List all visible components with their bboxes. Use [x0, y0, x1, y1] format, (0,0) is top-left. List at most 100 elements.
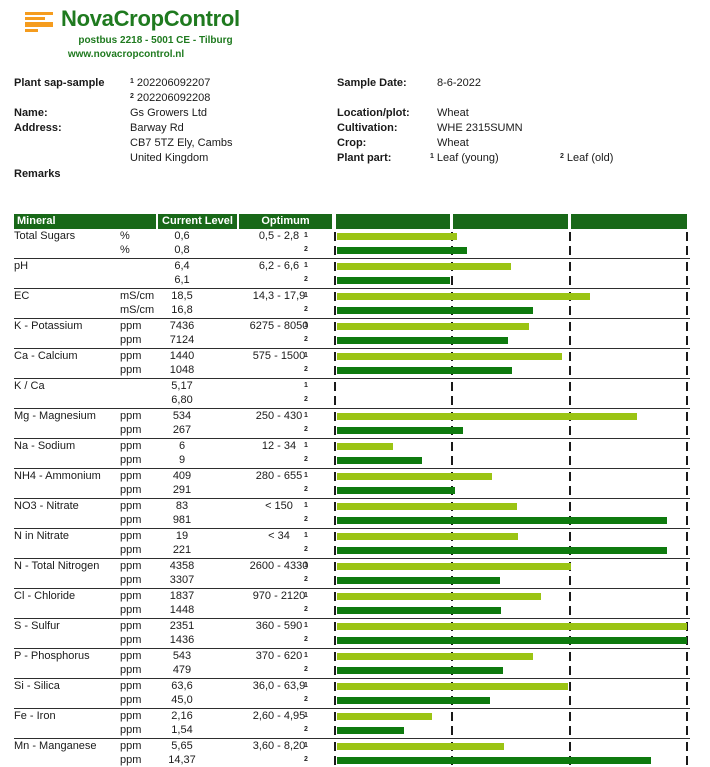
- row-separator: [14, 618, 690, 619]
- scale-tick-mark: [686, 426, 688, 435]
- cultivation-label: Cultivation:: [337, 122, 398, 134]
- current-value-sample2: 1,54: [171, 724, 193, 736]
- current-value-sample1: 19: [175, 530, 189, 542]
- level-bar-sample2: [337, 337, 508, 344]
- crop-value: Wheat: [437, 137, 469, 149]
- scale-tick-mark: [334, 472, 336, 481]
- scale-tick-mark: [569, 246, 571, 255]
- unit-label: %: [120, 230, 130, 242]
- scale-tick-mark: [451, 382, 453, 391]
- level-bar-sample2: [337, 307, 533, 314]
- scale-tick-mark: [334, 246, 336, 255]
- unit-label: ppm: [120, 410, 142, 422]
- sample-mark-2: 2: [304, 396, 308, 403]
- header-mineral: Mineral: [14, 214, 156, 229]
- unit-label: ppm: [120, 634, 142, 646]
- sample-mark-1: 1: [304, 262, 308, 269]
- level-bar-sample1: [337, 683, 568, 690]
- unit-label: ppm: [120, 484, 142, 496]
- mineral-name: Cl - Chloride: [14, 590, 76, 602]
- header-chart-band-2: [453, 214, 568, 229]
- logo-bar: [25, 12, 53, 15]
- current-value-sample1: 5,65: [171, 740, 193, 752]
- logo-bar: [25, 29, 38, 32]
- scale-tick-mark: [334, 232, 336, 241]
- scale-tick-mark: [334, 322, 336, 331]
- header-current-level: Current Level: [158, 214, 237, 229]
- logo-bar: [25, 22, 53, 27]
- optimum-range: 370 - 620: [255, 650, 303, 662]
- optimum-range: 6,2 - 6,6: [258, 260, 300, 272]
- level-bar-sample2: [337, 697, 490, 704]
- scale-tick-mark: [569, 382, 571, 391]
- unit-label: ppm: [120, 350, 142, 362]
- scale-tick-mark: [334, 712, 336, 721]
- scale-tick-mark: [334, 306, 336, 315]
- plant-part-label: Plant part:: [337, 152, 392, 164]
- sample-mark-2: 2: [304, 456, 308, 463]
- scale-tick-mark: [686, 322, 688, 331]
- plant-sap-sample-label: Plant sap-sample: [14, 77, 105, 89]
- sample-id-1: 1 202206092207: [130, 77, 210, 89]
- current-value-sample2: 6,80: [171, 394, 193, 406]
- level-bar-sample2: [337, 757, 651, 764]
- scale-tick-mark: [569, 652, 571, 661]
- row-separator: [14, 378, 690, 379]
- scale-tick-mark: [686, 262, 688, 271]
- address-label: Address:: [14, 122, 62, 134]
- sample-date-value: 8-6-2022: [437, 77, 482, 89]
- optimum-range: 14,3 - 17,9: [252, 290, 306, 302]
- current-value-sample1: 83: [175, 500, 189, 512]
- unit-label: ppm: [120, 604, 142, 616]
- current-value-sample1: 1837: [169, 590, 195, 602]
- sample-mark-1: 1: [304, 232, 308, 239]
- unit-label: %: [120, 244, 130, 256]
- unit-label: ppm: [120, 544, 142, 556]
- current-value-sample1: 6,4: [174, 260, 190, 272]
- level-bar-sample2: [337, 577, 500, 584]
- unit-label: ppm: [120, 664, 142, 676]
- scale-tick-mark: [334, 756, 336, 765]
- sample-mark-2: 2: [304, 306, 308, 313]
- scale-tick-mark: [334, 606, 336, 615]
- current-value-sample1: 18,5: [171, 290, 193, 302]
- sample-mark-1: 1: [304, 322, 308, 329]
- scale-tick-mark: [451, 712, 453, 721]
- scale-tick-mark: [686, 396, 688, 405]
- scale-tick-mark: [686, 756, 688, 765]
- scale-tick-mark: [686, 742, 688, 751]
- unit-label: ppm: [120, 500, 142, 512]
- sample-mark-2: 2: [304, 756, 308, 763]
- level-bar-sample1: [337, 503, 517, 510]
- row-separator: [14, 588, 690, 589]
- optimum-range: < 34: [268, 530, 290, 542]
- sample-mark-1: 1: [304, 592, 308, 599]
- scale-tick-mark: [569, 576, 571, 585]
- plant-part-2-value: Leaf (old): [566, 152, 614, 164]
- mineral-name: Mn - Manganese: [14, 740, 97, 752]
- brand-title: NovaCropControl: [61, 6, 240, 31]
- current-value-sample2: 45,0: [171, 694, 193, 706]
- scale-tick-mark: [569, 366, 571, 375]
- row-separator: [14, 258, 690, 259]
- scale-tick-mark: [334, 516, 336, 525]
- scale-tick-mark: [334, 382, 336, 391]
- unit-label: ppm: [120, 560, 142, 572]
- row-separator: [14, 648, 690, 649]
- mineral-name: S - Sulfur: [14, 620, 60, 632]
- unit-label: ppm: [120, 424, 142, 436]
- brand-address: postbus 2218 - 5001 CE - Tilburg: [78, 35, 233, 46]
- mineral-row-group: N - Total Nitrogen ppm ppm 4358 3307 2600 - 4…: [0, 559, 710, 589]
- sample-mark-2: 2: [304, 546, 308, 553]
- address-line-2: CB7 5TZ Ely, Cambs: [130, 137, 233, 149]
- plant-part-1-value: Leaf (young): [436, 152, 499, 164]
- scale-tick-mark: [686, 366, 688, 375]
- current-value-sample1: 63,6: [171, 680, 193, 692]
- location-value: Wheat: [437, 107, 469, 119]
- row-separator: [14, 678, 690, 679]
- row-separator: [14, 738, 690, 739]
- level-bar-sample2: [337, 517, 667, 524]
- sample-mark-2: 2: [304, 636, 308, 643]
- unit-label: ppm: [120, 364, 142, 376]
- row-separator: [14, 288, 690, 289]
